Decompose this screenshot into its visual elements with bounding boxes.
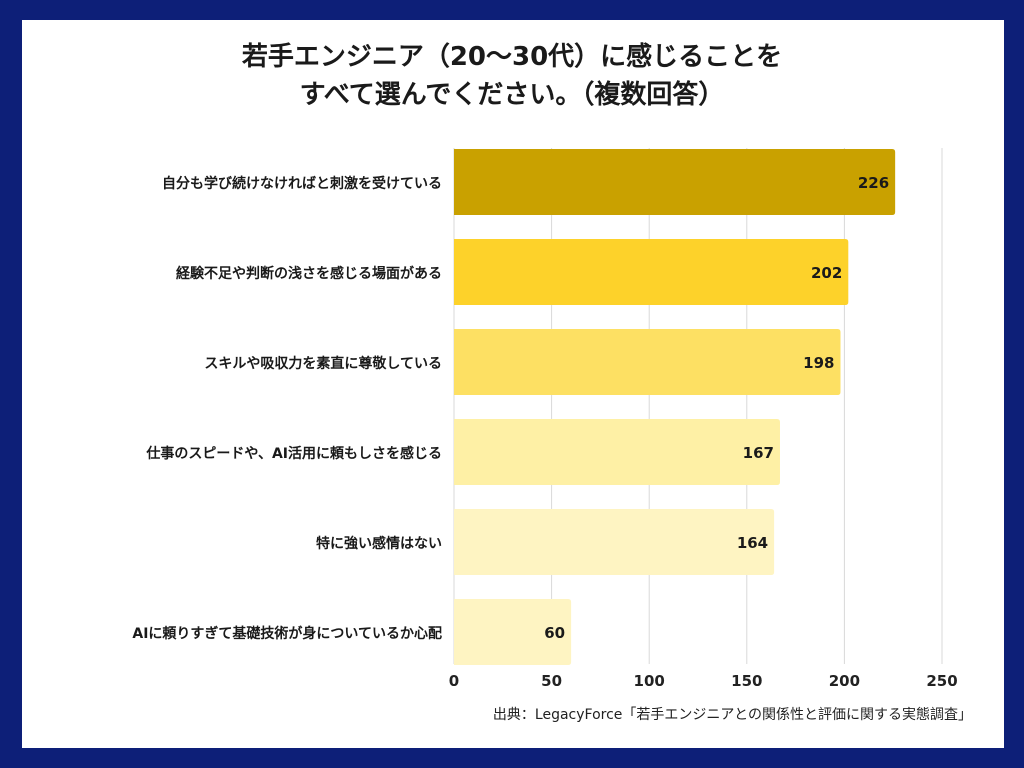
bar (454, 329, 841, 395)
data-label: 202 (811, 264, 842, 282)
chart-title: 若手エンジニア（20〜30代）に感じることを すべて選んでください。（複数回答） (0, 38, 1024, 114)
category-label: 特に強い感情はない (316, 535, 442, 552)
bar (454, 419, 780, 485)
x-tick-label: 50 (541, 672, 562, 690)
source-note: 出典：LegacyForce「若手エンジニアとの関係性と評価に関する実態調査」 (492, 707, 972, 723)
x-tick-label: 150 (731, 672, 762, 690)
x-tick-label: 0 (449, 672, 459, 690)
chart-title-line-1: 若手エンジニア（20〜30代）に感じることを (241, 42, 783, 72)
data-label: 198 (803, 354, 834, 372)
x-tick-label: 200 (829, 672, 860, 690)
x-tick-label: 100 (634, 672, 665, 690)
x-tick-label: 250 (926, 672, 957, 690)
category-label: AIに頼りすぎて基礎技術が身についているか心配 (132, 625, 442, 642)
bar (454, 509, 775, 575)
data-label: 226 (858, 174, 889, 192)
data-label: 167 (743, 444, 774, 462)
category-label: 仕事のスピードや、AI活用に頼もしさを感じる (145, 445, 442, 462)
category-label: 自分も学び続けなければと刺激を受けている (162, 175, 442, 192)
chart-title-line-2: すべて選んでください。（複数回答） (299, 80, 725, 110)
data-label: 60 (544, 624, 565, 642)
category-label: 経験不足や判断の浅さを感じる場面がある (176, 265, 442, 282)
data-label: 164 (737, 534, 768, 552)
bar (454, 149, 896, 215)
bar (454, 239, 849, 305)
bar (454, 599, 572, 665)
category-label: スキルや吸収力を素直に尊敬している (204, 355, 442, 372)
